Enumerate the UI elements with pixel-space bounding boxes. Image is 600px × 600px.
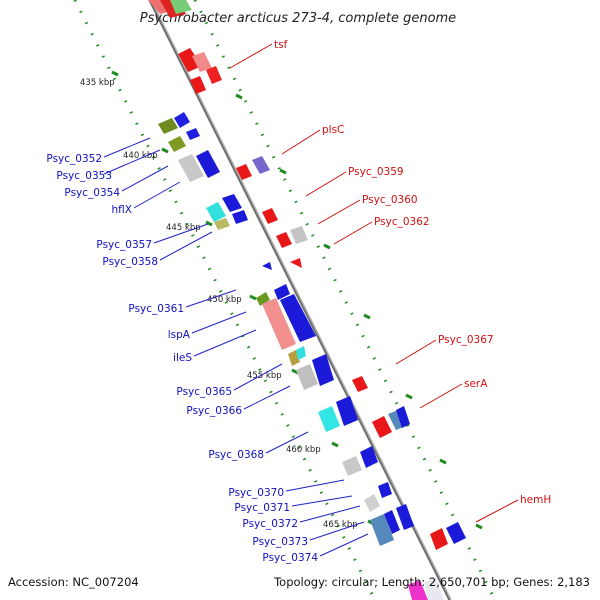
gene-psyc-0374-b[interactable] [396, 504, 414, 530]
gene-tsf-b[interactable] [190, 76, 206, 94]
label-tsf[interactable]: tsf [274, 39, 288, 51]
gene-psyc-0366-b[interactable] [312, 354, 334, 386]
label-psyc-0368[interactable]: Psyc_0368 [208, 449, 264, 461]
label-hemh[interactable]: hemH [520, 494, 551, 506]
genome-backbone-highlight [150, 0, 452, 600]
map-title: Psychrobacter arcticus 273-4, complete g… [140, 11, 456, 26]
label-psyc-0357[interactable]: Psyc_0357 [96, 239, 152, 251]
gene-small-blue[interactable] [262, 262, 272, 270]
label-psyc-0352[interactable]: Psyc_0352 [46, 153, 102, 165]
gene-psyc-0371[interactable] [360, 446, 378, 468]
forward-strand-genes [170, 0, 466, 550]
tick-label-445: 445 kbp [166, 223, 201, 233]
gene-psyc-0374[interactable] [384, 510, 400, 534]
label-psyc-0354[interactable]: Psyc_0354 [64, 187, 120, 199]
gene-hemh[interactable] [430, 528, 448, 550]
gene-tsf-c[interactable] [206, 66, 222, 84]
left-labels [103, 137, 369, 557]
gene-psyc-0368[interactable] [318, 406, 340, 432]
gene-psyc-0360[interactable] [276, 232, 292, 248]
label-psyc-0371[interactable]: Psyc_0371 [234, 502, 290, 514]
gene-psyc-0366[interactable] [296, 364, 318, 390]
gene-psyc-0357-b[interactable] [222, 194, 242, 212]
gene-bottom-1[interactable] [408, 580, 428, 600]
gene-iles[interactable] [280, 294, 316, 342]
label-psyc-0370[interactable]: Psyc_0370 [228, 487, 284, 499]
label-psyc-0366[interactable]: Psyc_0366 [186, 405, 242, 417]
tick-label-450: 450 kbp [207, 295, 242, 305]
gene-psyc-0370[interactable] [342, 456, 362, 476]
label-psyc-0360[interactable]: Psyc_0360 [362, 194, 418, 206]
label-psyc-0362[interactable]: Psyc_0362 [374, 216, 430, 228]
gene-psyc-0357[interactable] [206, 202, 226, 222]
label-plsc[interactable]: plsC [322, 124, 344, 136]
gene-psyc-0353-b[interactable] [186, 128, 200, 140]
right-gene-labels: tsf plsC Psyc_0359 Psyc_0360 Psyc_0362 P… [274, 39, 551, 506]
gene-psyc-0372[interactable] [364, 494, 380, 512]
label-hflx[interactable]: hflX [112, 204, 132, 216]
gene-psyc-0368-b[interactable] [336, 396, 358, 426]
tick-label-435: 435 kbp [80, 78, 115, 88]
tick-label-455: 455 kbp [247, 371, 282, 381]
accession-text: Accession: NC_007204 [8, 575, 139, 589]
gene-psyc-0353[interactable] [168, 136, 186, 152]
label-psyc-0365[interactable]: Psyc_0365 [176, 386, 232, 398]
label-psyc-0358[interactable]: Psyc_0358 [102, 256, 158, 268]
label-lspa[interactable]: lspA [168, 329, 191, 341]
gene-tsf[interactable] [192, 52, 212, 72]
right-labels [229, 43, 519, 523]
gene-psyc-0358[interactable] [214, 218, 230, 230]
gene-tsf-a[interactable] [178, 48, 202, 72]
gene-psyc-0361[interactable] [256, 292, 270, 306]
tick-label-440: 440 kbp [123, 151, 158, 161]
left-gene-labels: Psyc_0352 Psyc_0353 Psyc_0354 hflX Psyc_… [46, 153, 318, 564]
gene-sera[interactable] [372, 416, 392, 438]
gene-plsc[interactable] [236, 164, 252, 180]
label-sera[interactable]: serA [464, 378, 488, 390]
gene-plsc-b[interactable] [252, 156, 270, 174]
gene-bottom-2[interactable] [424, 578, 444, 600]
gene-psyc-0372-b[interactable] [378, 482, 392, 498]
gene-ile-s-pink[interactable] [262, 298, 296, 350]
reverse-strand-genes [148, 0, 444, 600]
tick-label-465: 465 kbp [323, 520, 358, 530]
major-ticks [111, 70, 483, 530]
tick-label-460: 460 kbp [286, 445, 321, 455]
gene-top-green[interactable] [170, 0, 192, 14]
gene-hemh-b[interactable] [446, 522, 466, 544]
label-iles[interactable]: ileS [173, 352, 192, 364]
gene-psyc-0367[interactable] [352, 376, 368, 392]
gene-psyc-0362-b[interactable] [290, 258, 302, 268]
gene-psyc-0358-b[interactable] [232, 210, 248, 224]
label-psyc-0372[interactable]: Psyc_0372 [242, 518, 298, 530]
label-psyc-0353[interactable]: Psyc_0353 [56, 170, 112, 182]
gene-lspa[interactable] [274, 284, 290, 300]
label-psyc-0361[interactable]: Psyc_0361 [128, 303, 184, 315]
gene-hflx[interactable] [196, 150, 220, 178]
label-psyc-0374[interactable]: Psyc_0374 [262, 552, 318, 564]
gene-psyc-0352[interactable] [158, 118, 178, 134]
gene-psyc-0362[interactable] [290, 226, 308, 244]
gene-psyc-0352-b[interactable] [174, 112, 190, 128]
gene-psyc-0373[interactable] [370, 514, 394, 546]
label-psyc-0359[interactable]: Psyc_0359 [348, 166, 404, 178]
label-psyc-0373[interactable]: Psyc_0373 [252, 536, 308, 548]
genome-summary-text: Topology: circular; Length: 2,650,701 bp… [273, 575, 590, 589]
gene-sera-c[interactable] [396, 406, 410, 428]
genome-backbone [148, 0, 452, 600]
gene-psyc-0365-b[interactable] [296, 346, 306, 360]
gene-psyc-0354[interactable] [178, 154, 204, 182]
label-psyc-0367[interactable]: Psyc_0367 [438, 334, 494, 346]
gene-psyc-0359[interactable] [262, 208, 278, 224]
